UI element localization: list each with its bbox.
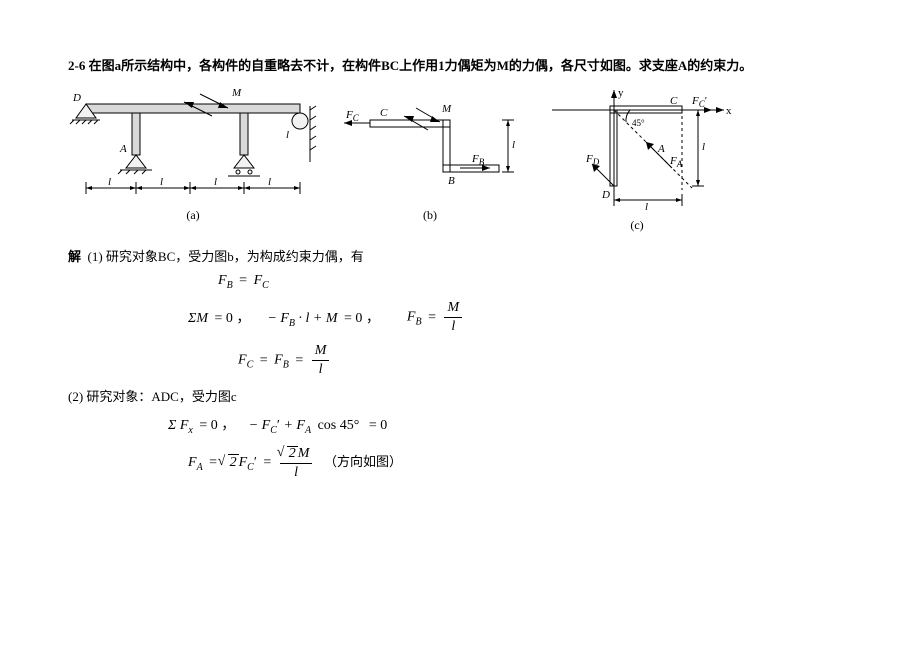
fig-a-l1: l — [108, 176, 111, 188]
svg-text:l: l — [702, 141, 705, 153]
fig-a-D: D — [72, 92, 81, 104]
fig-a-l2: l — [160, 176, 163, 188]
svg-text:x: x — [726, 105, 732, 117]
fig-b-M: M — [441, 103, 452, 115]
equation-5-note: （方向如图） — [324, 454, 402, 469]
svg-text:D: D — [601, 189, 610, 201]
svg-text:A: A — [119, 143, 127, 155]
svg-text:45°: 45° — [632, 118, 645, 128]
fig-c-A: A — [657, 143, 665, 155]
equation-2: ΣM = 0 ， − FB · l + M = 0 ， FB = M l — [188, 301, 860, 334]
equation-3: FC = FB = M l — [238, 344, 860, 377]
svg-text:FB: FB — [471, 153, 485, 167]
figure-c: y x FC′ C FD D — [542, 86, 732, 233]
fig-c-y: y — [618, 87, 624, 99]
svg-text:l: l — [645, 201, 648, 213]
svg-text:C: C — [380, 107, 388, 119]
svg-text:M: M — [441, 103, 452, 115]
fig-a-l4: l — [268, 176, 271, 188]
svg-text:y: y — [618, 87, 624, 99]
fig-a-M: M — [231, 87, 242, 99]
fig-c-lb: l — [645, 201, 648, 213]
fig-b-l: l — [512, 139, 515, 151]
svg-text:l: l — [108, 176, 111, 188]
fig-b-Fc-sub: C — [353, 113, 360, 123]
svg-text:C: C — [670, 95, 678, 107]
fig-b-C: C — [380, 107, 388, 119]
fig-c-angle: 45° — [632, 118, 645, 128]
equation-1: FB = FC — [218, 273, 860, 291]
problem-id: 2-6 — [68, 58, 85, 73]
fig-c-D: D — [601, 189, 610, 201]
fig-c-Fd-sub: D — [592, 157, 600, 167]
svg-text:l: l — [214, 176, 217, 188]
fig-c-Fc-prime: ′ — [705, 95, 707, 107]
svg-text:FD: FD — [585, 153, 600, 167]
solution-part1-line: 解 (1) 研究对象BC，受力图b，为构成约束力偶，有 — [68, 247, 860, 268]
figure-b-label: (b) — [423, 208, 437, 223]
svg-text:M: M — [231, 87, 242, 99]
svg-text:l: l — [160, 176, 163, 188]
svg-text:B: B — [448, 175, 455, 187]
fig-b-B: B — [448, 175, 455, 187]
svg-text:l: l — [268, 176, 271, 188]
fig-b-Fb-sub: B — [479, 157, 485, 167]
figure-a-label: (a) — [186, 208, 199, 223]
svg-text:FC′: FC′ — [691, 95, 707, 109]
solution-heading: 解 — [68, 249, 81, 264]
solution-block: 解 (1) 研究对象BC，受力图b，为构成约束力偶，有 FB = FC ΣM =… — [68, 247, 860, 480]
fig-a-l3: l — [214, 176, 217, 188]
fig-c-Fa-sub: A — [676, 159, 683, 169]
fig-a-lv: l — [286, 129, 289, 141]
equation-5: FA = 2FC′ = 2M l （方向如图） — [188, 446, 860, 480]
fig-c-x: x — [726, 105, 732, 117]
svg-text:l: l — [512, 139, 515, 151]
solution-part2-intro: (2) 研究对象：ADC，受力图c — [68, 387, 860, 408]
svg-text:A: A — [657, 143, 665, 155]
fig-c-lr: l — [702, 141, 705, 153]
fig-a-A: A — [119, 143, 127, 155]
fig-c-C: C — [670, 95, 678, 107]
problem-statement: 2-6 在图a所示结构中，各构件的自重略去不计，在构件BC上作用1力偶矩为M的力… — [68, 56, 860, 76]
svg-text:l: l — [286, 129, 289, 141]
svg-text:D: D — [72, 92, 81, 104]
figure-a: D A — [68, 86, 318, 223]
figure-c-label: (c) — [630, 218, 643, 233]
figure-b: FC C M FB B l (b) — [330, 86, 530, 223]
solution-part1-intro: (1) 研究对象BC，受力图b，为构成约束力偶，有 — [88, 249, 364, 264]
svg-text:FA: FA — [669, 155, 683, 169]
figures-row: D A — [68, 86, 860, 233]
svg-text:FC: FC — [345, 109, 360, 123]
equation-4: Σ Fx = 0 ， − FC′ + FA cos 45° = 0 — [168, 414, 860, 436]
problem-text: 在图a所示结构中，各构件的自重略去不计，在构件BC上作用1力偶矩为M的力偶，各尺… — [89, 58, 753, 73]
